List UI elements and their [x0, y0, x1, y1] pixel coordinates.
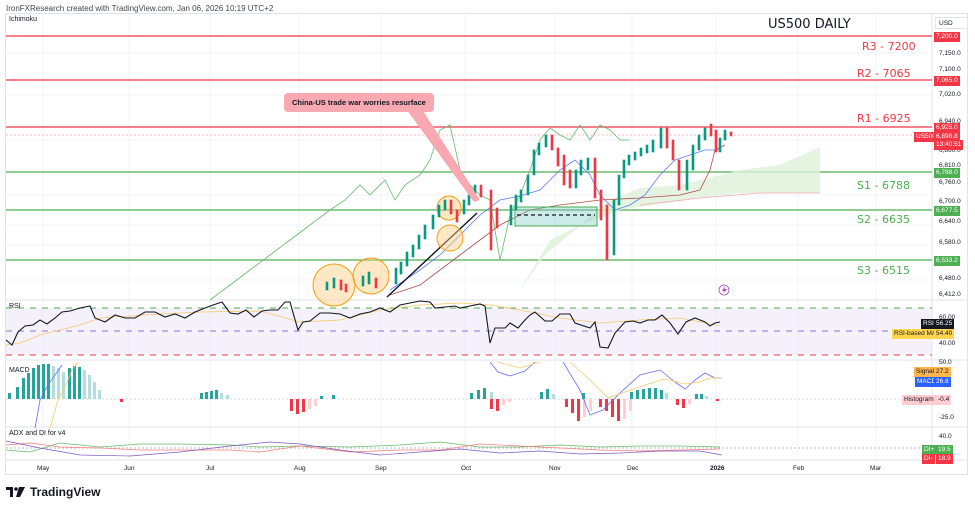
current-price-tag: 6,898.8 [934, 132, 960, 142]
news-callout: China-US trade war worries resurface [284, 93, 434, 112]
svg-text:40.00: 40.00 [939, 340, 956, 347]
macd-label[interactable]: MACD [9, 367, 30, 374]
s2-label: S2 - 6635 [857, 213, 910, 226]
tradingview-logo[interactable]: TradingView [6, 485, 100, 499]
ichimoku-label[interactable]: Ichimoku [9, 16, 38, 23]
rsi-label[interactable]: RSI [9, 303, 21, 310]
svg-text:May: May [37, 465, 50, 472]
signal-value: 27.2 [934, 367, 951, 377]
grid [6, 14, 932, 460]
svg-text:Jun: Jun [124, 465, 135, 472]
macd-histogram [8, 364, 719, 421]
s2-price-tag: 6,677.5 [934, 206, 960, 216]
histogram-label: Histogram [902, 395, 936, 405]
macd-value: 26.8 [934, 377, 951, 387]
r2-price-tag: 7,065.0 [934, 76, 960, 86]
macd-value-label: MACD [915, 377, 939, 387]
histogram-value: -0.4 [936, 395, 952, 405]
r3-label: R3 - 7200 [862, 40, 916, 53]
di-minus-value: 18.9 [936, 454, 953, 464]
svg-text:6,940.0: 6,940.0 [939, 118, 961, 125]
adx-label[interactable]: ADX and DI for v4 [9, 430, 66, 437]
rsi-line [5, 300, 721, 349]
rsi-value-label: RSI [921, 319, 936, 329]
svg-text:Dec: Dec [627, 465, 639, 472]
svg-text:Aug: Aug [294, 465, 306, 472]
time-axis[interactable]: May Jun Jul Aug Sep Oct Nov Dec 2026 Feb… [37, 465, 882, 472]
svg-text:Oct: Oct [461, 465, 471, 472]
svg-text:6,700.0: 6,700.0 [939, 198, 961, 205]
s3-price-tag: 6,533.2 [934, 256, 960, 266]
macd-signal-line [569, 361, 722, 399]
svg-text:60.00: 60.00 [939, 314, 956, 321]
svg-text:6,640.0: 6,640.0 [939, 218, 961, 225]
svg-text:7,100.0: 7,100.0 [939, 66, 961, 73]
svg-text:40.0: 40.0 [939, 433, 952, 440]
svg-text:6,810.0: 6,810.0 [939, 162, 961, 169]
svg-text:6,580.0: 6,580.0 [939, 239, 961, 246]
chart-frame [5, 13, 968, 475]
candles [325, 123, 733, 293]
rsi-ma-label: RSI-based MA [892, 329, 939, 339]
di-minus-line [5, 442, 721, 453]
svg-text:Nov: Nov [549, 465, 561, 472]
di-plus-line [5, 441, 721, 453]
lightning-icon[interactable] [718, 284, 730, 296]
r1-label: R1 - 6925 [857, 112, 911, 125]
symbol-tag: US500 [914, 132, 938, 142]
consolidation-box [514, 206, 598, 227]
di-plus-value: 19.5 [936, 445, 953, 455]
svg-text:-25.0: -25.0 [939, 414, 954, 421]
chart-title: US500 DAILY [768, 17, 851, 32]
svg-text:Mar: Mar [870, 465, 882, 472]
di-plus-label: DI+ [922, 445, 937, 455]
rsi-value: 56.25 [934, 319, 955, 329]
r1-price-tag: 6,925.0 [934, 123, 960, 133]
rsi-ma-line [5, 302, 721, 346]
svg-text:6,480.0: 6,480.0 [939, 275, 961, 282]
r3-price-tag: 7,200.0 [934, 32, 960, 42]
s1-price-tag: 6,788.0 [934, 168, 960, 178]
level-lines [6, 35, 932, 261]
svg-text:Sep: Sep [375, 465, 387, 472]
svg-text:6,760.0: 6,760.0 [939, 179, 961, 186]
s3-label: S3 - 6515 [857, 264, 910, 277]
svg-text:7,020.0: 7,020.0 [939, 91, 961, 98]
di-minus-label: DI- [922, 454, 935, 464]
svg-text:Jul: Jul [206, 465, 215, 472]
trend-line [386, 212, 478, 298]
svg-text:50.0: 50.0 [939, 359, 952, 366]
chart-credit: IronFXResearch created with TradingView.… [6, 4, 274, 13]
price-axis[interactable]: 7,150.0 7,100.0 7,020.0 6,940.0 6,860.0 … [939, 50, 961, 298]
r2-label: R2 - 7065 [857, 67, 911, 80]
svg-text:Feb: Feb [793, 465, 805, 472]
svg-text:6,412.0: 6,412.0 [939, 291, 961, 298]
rsi-ma-value: 54.40 [934, 329, 955, 339]
signal-label: Signal [914, 367, 937, 377]
s1-label: S1 - 6788 [857, 179, 910, 192]
macd-line [562, 361, 722, 416]
kijun-sen [389, 144, 726, 296]
svg-text:7,150.0: 7,150.0 [939, 50, 961, 57]
countdown-tag: 13:40:51 [934, 140, 964, 150]
callout-pointer [404, 106, 480, 202]
tradingview-logo-icon [6, 487, 25, 497]
currency-label[interactable]: USD [935, 17, 968, 29]
svg-text:2026: 2026 [710, 465, 725, 472]
brand-name: TradingView [30, 485, 101, 499]
svg-text:6,860.0: 6,860.0 [939, 147, 961, 154]
highlight-circles [312, 195, 464, 307]
ichimoku-cloud [520, 147, 820, 290]
tenkan-sen [389, 149, 720, 291]
adx-line [5, 440, 723, 457]
